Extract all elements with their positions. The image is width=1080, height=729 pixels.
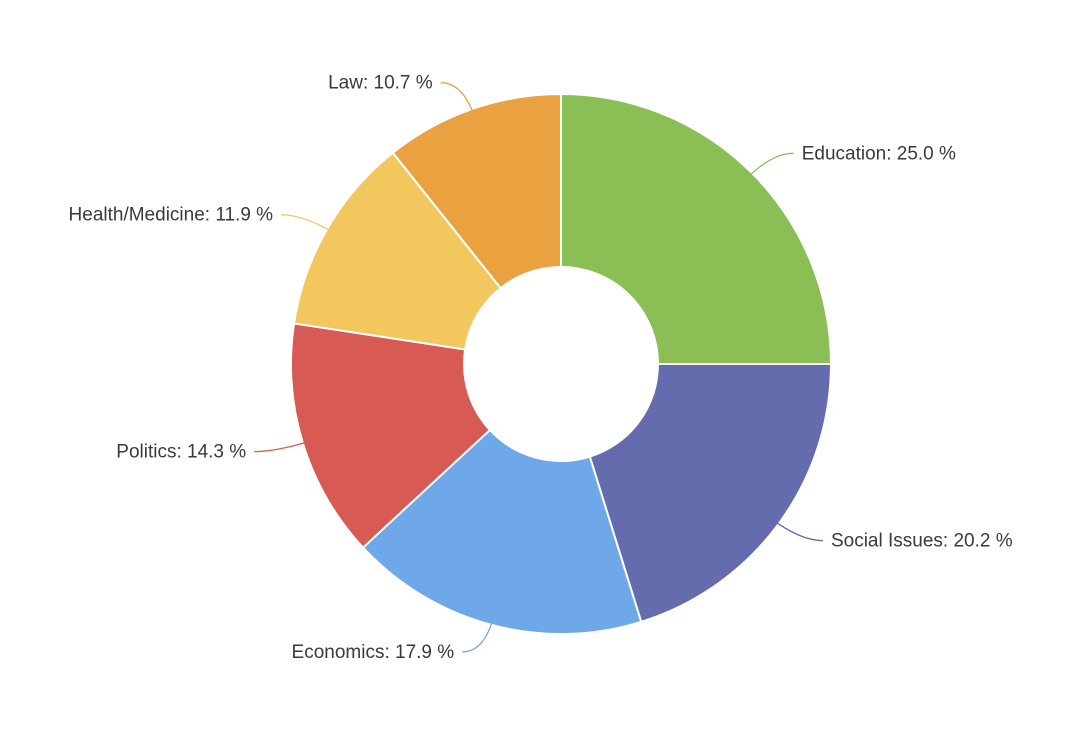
leader-line-economics — [462, 616, 495, 653]
data-label-social-issues: Social Issues: 20.2 % — [831, 531, 1013, 552]
leader-line-politics — [254, 440, 311, 453]
slice-health-medicine[interactable] — [292, 151, 502, 351]
data-label-health-medicine: Health/Medicine: 11.9 % — [69, 205, 274, 226]
leader-line-social-issues — [771, 518, 823, 542]
slices-layer — [290, 92, 833, 635]
labels-layer: Education: 25.0 % Social Issues: 20.2 % Ec… — [69, 73, 1013, 663]
leader-line-education — [745, 152, 794, 180]
leader-line-health-medicine — [281, 214, 335, 234]
leader-line-law — [440, 82, 476, 117]
leaders-layer — [254, 82, 823, 653]
slice-economics[interactable] — [361, 428, 643, 635]
data-label-economics: Economics: 17.9 % — [292, 642, 455, 663]
slice-law[interactable] — [391, 92, 562, 290]
slice-education[interactable] — [560, 92, 833, 365]
data-label-education: Education: 25.0 % — [802, 143, 956, 164]
data-label-politics: Politics: 14.3 % — [116, 442, 246, 463]
slice-politics[interactable] — [290, 322, 492, 550]
data-label-law: Law: 10.7 % — [328, 73, 433, 94]
slice-social-issues[interactable] — [588, 363, 833, 624]
